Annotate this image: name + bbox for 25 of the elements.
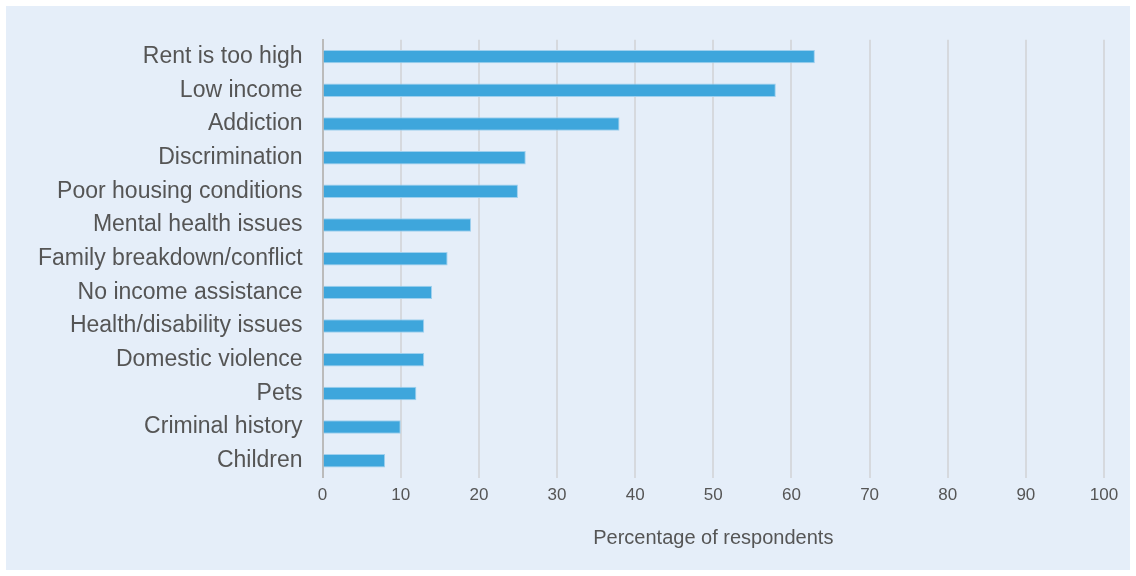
y-tick-label: Health/disability issues [69, 311, 303, 338]
x-tick-label: 90 [1016, 485, 1036, 505]
y-tick-label: Rent is too high [142, 41, 303, 68]
y-tick-label: Criminal history [144, 412, 304, 439]
x-axis-title: Percentage of respondents [593, 525, 834, 548]
x-tick-label: 70 [860, 485, 880, 505]
y-tick-label: Pets [256, 378, 303, 405]
y-tick-label: Discrimination [158, 143, 303, 170]
y-tick-label: Domestic violence [115, 345, 303, 372]
x-tick-label: 80 [938, 485, 958, 505]
x-tick-label: 0 [317, 485, 328, 505]
x-tick-label: 30 [547, 485, 567, 505]
x-tick-label: 100 [1089, 485, 1119, 505]
x-tick-label: 50 [703, 485, 723, 505]
x-tick-label: 20 [469, 485, 489, 505]
y-tick-label: No income assistance [77, 277, 303, 304]
y-tick-label: Low income [179, 75, 303, 102]
y-tick-label: Children [216, 446, 303, 473]
y-tick-label: Mental health issues [92, 210, 303, 237]
x-tick-label: 40 [625, 485, 645, 505]
x-tick-label: 60 [781, 485, 801, 505]
y-tick-label: Poor housing conditions [57, 176, 303, 203]
x-tick-label: 10 [391, 485, 411, 505]
y-tick-label: Family breakdown/conflict [37, 244, 304, 271]
y-tick-label: Addiction [207, 109, 303, 136]
